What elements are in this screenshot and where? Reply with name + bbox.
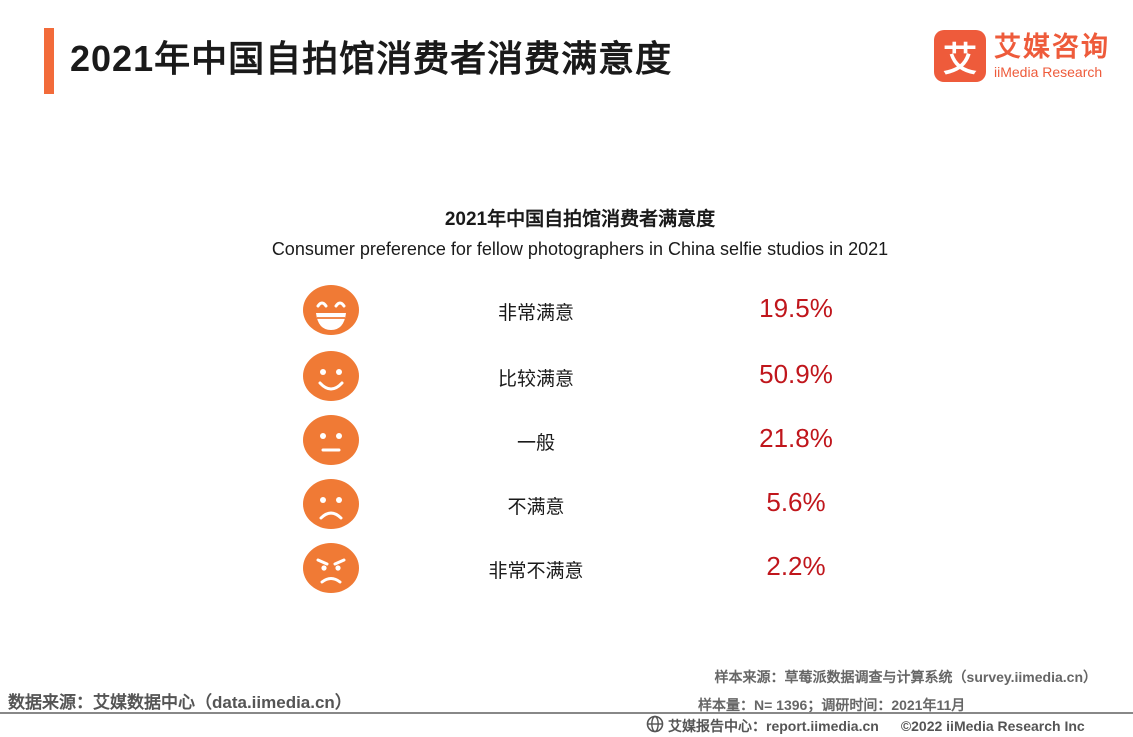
logo-mark: 艾 (934, 30, 986, 82)
sample-source: 样本来源：草莓派数据调查与计算系统（survey.iimedia.cn） (714, 669, 1097, 685)
satisfaction-label: 非常满意 (497, 303, 574, 324)
copyright: ©2022 iiMedia Research Inc (900, 717, 1085, 734)
satisfaction-label: 不满意 (507, 497, 565, 518)
table-row: 比较满意 50.9% (0, 350, 1133, 410)
logo-english-name: iiMedia Research (994, 63, 1103, 80)
report-center: 艾媒报告中心：report.iimedia.cn (668, 717, 879, 734)
table-row: 非常满意 19.5% (0, 284, 1133, 344)
table-row: 一般 21.8% (0, 414, 1133, 474)
logo-chinese-name: 艾媒咨询 (994, 31, 1110, 62)
table-row: 非常不满意 2.2% (0, 542, 1133, 602)
sample-size: 样本量：N= 1396；调研时间：2021年11月 (698, 697, 966, 713)
satisfaction-label: 非常不满意 (488, 561, 584, 582)
satisfaction-percentage: 50.9% (759, 359, 833, 389)
neutral-face-icon (302, 414, 362, 468)
laughing-face-icon (302, 284, 362, 338)
globe-icon (646, 715, 664, 736)
satisfaction-percentage: 5.6% (766, 487, 826, 517)
title-accent-bar (44, 28, 54, 94)
smiling-face-icon (302, 350, 362, 404)
footer-bottom: 艾媒报告中心：report.iimedia.cn ©2022 iiMedia R… (646, 715, 1085, 736)
chart-subtitle: Consumer preference for fellow photograp… (271, 239, 889, 259)
satisfaction-percentage: 2.2% (766, 551, 826, 581)
footer-divider (0, 712, 1133, 714)
data-source: 数据来源：艾媒数据中心（data.iimedia.cn） (8, 693, 352, 712)
satisfaction-label: 一般 (516, 433, 555, 454)
sad-face-icon (302, 478, 362, 532)
iimedia-logo: 艾 艾媒咨询 iiMedia Research (934, 30, 1110, 82)
angry-face-icon (302, 542, 362, 596)
satisfaction-label: 比较满意 (497, 369, 574, 390)
satisfaction-percentage: 21.8% (759, 423, 833, 453)
chart-title: 2021年中国自拍馆消费者满意度 (444, 209, 716, 230)
satisfaction-percentage: 19.5% (759, 293, 833, 323)
table-row: 不满意 5.6% (0, 478, 1133, 538)
page-title: 2021年中国自拍馆消费者消费满意度 (70, 38, 673, 79)
